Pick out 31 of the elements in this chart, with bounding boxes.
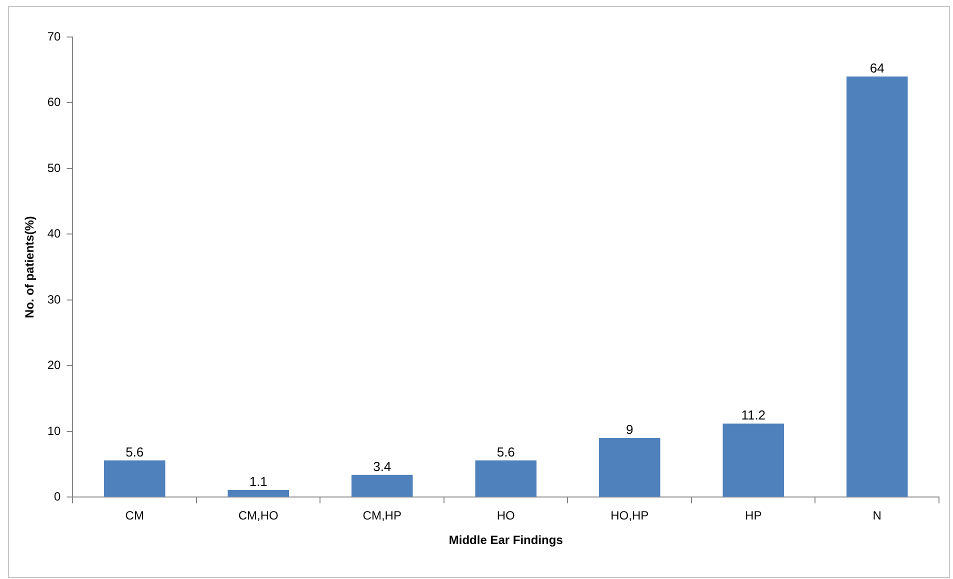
x-tick-label: HO — [496, 508, 515, 523]
x-tick-label: HP — [745, 508, 762, 523]
data-label: 11.2 — [741, 408, 766, 423]
bar — [475, 460, 536, 497]
data-label: 5.6 — [126, 444, 144, 460]
data-label: 5.6 — [496, 444, 515, 460]
y-tick-label: 10 — [47, 424, 62, 438]
data-label: 3.4 — [373, 458, 392, 474]
y-tick-label: 30 — [47, 292, 62, 306]
x-tick-label: CM,HP — [362, 508, 402, 523]
data-label: 1.1 — [249, 474, 268, 490]
y-tick-label: 70 — [47, 29, 62, 44]
data-label: 9 — [626, 422, 634, 438]
data-label: 64 — [870, 60, 884, 76]
y-tick-label: 20 — [47, 358, 62, 372]
x-tick-label: CM — [125, 508, 144, 523]
x-axis-title: Middle Ear Findings — [448, 533, 564, 548]
x-tick-label: N — [872, 508, 882, 523]
x-tick-label: HO,HP — [610, 508, 649, 523]
bar — [351, 474, 413, 497]
bar — [228, 490, 289, 497]
bar — [598, 438, 660, 497]
y-axis-title: No. of patients(%) — [22, 216, 37, 318]
bar — [722, 424, 784, 497]
bar — [104, 460, 166, 497]
y-tick-label: 60 — [47, 95, 62, 110]
bar — [846, 76, 908, 497]
y-tick-label: 40 — [47, 226, 62, 241]
y-tick-label: 0 — [54, 490, 62, 504]
x-tick-label: CM,HO — [238, 508, 278, 523]
y-tick-label: 50 — [47, 160, 62, 175]
